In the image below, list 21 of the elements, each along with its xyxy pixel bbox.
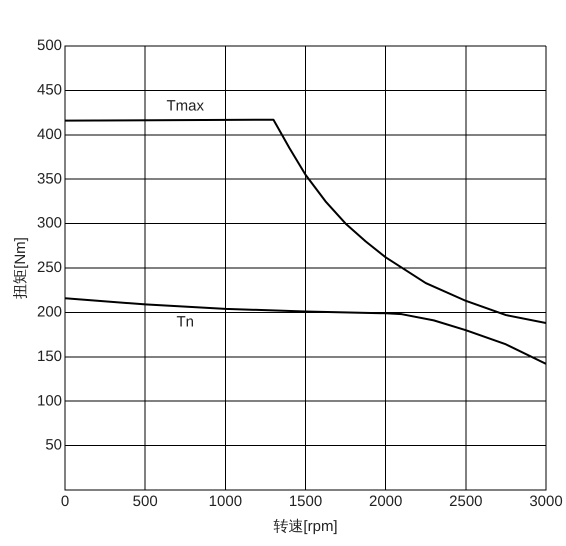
x-tick-label: 2000 [368, 493, 402, 510]
y-tick-label: 100 [36, 392, 62, 410]
y-tick-label: 300 [36, 214, 62, 232]
x-tick-label: 500 [132, 493, 158, 510]
series-label: Tmax [166, 98, 205, 115]
x-tick-label: 0 [60, 493, 70, 510]
y-tick-label: 400 [36, 126, 62, 143]
y-tick-label: 350 [36, 170, 62, 188]
x-axis-title: 转速[rpm] [273, 518, 338, 536]
y-axis-title: 扭矩[Nm] [12, 237, 30, 299]
x-tick-label: 1000 [208, 493, 242, 510]
y-tick-label: 250 [36, 259, 62, 276]
y-tick-label: 500 [36, 37, 62, 54]
x-tick-label: 1500 [288, 493, 322, 510]
series-label: Tn [176, 313, 194, 330]
y-tick-label: 50 [45, 436, 62, 454]
y-tick-label: 150 [36, 348, 62, 365]
y-tick-label: 450 [36, 82, 62, 99]
x-tick-label: 2500 [449, 493, 483, 510]
y-tick-label: 200 [36, 304, 62, 321]
x-tick-label: 3000 [529, 493, 563, 510]
